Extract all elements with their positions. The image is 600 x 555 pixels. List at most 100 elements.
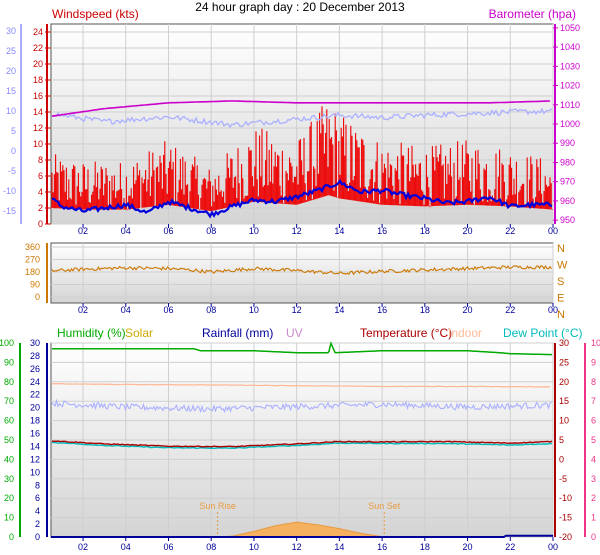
panel-wind-direction-bg — [50, 242, 554, 304]
legend-solar: Solar — [125, 326, 153, 340]
x-tick-label: 02 — [78, 542, 88, 552]
windspeed-tick-label: 8 — [38, 155, 43, 165]
direction-tick-label: 0 — [35, 292, 40, 302]
temperature-series — [51, 440, 553, 448]
x-tick-label: 04 — [121, 305, 131, 315]
rain-tick-label: 24 — [30, 377, 40, 387]
humidity-tick-label: 30 — [4, 474, 14, 484]
x-tick-label: 22 — [505, 305, 515, 315]
x-tick-label: 08 — [206, 305, 216, 315]
uv-tick-label: 7 — [591, 396, 596, 406]
x-tick-label: 00 — [548, 226, 558, 236]
windspeed-tick-label: 24 — [33, 27, 43, 37]
temperature-tick-label: 0 — [559, 454, 564, 464]
windspeed-tick-label: 4 — [38, 187, 43, 197]
humidity-tick-label: 20 — [4, 493, 14, 503]
x-tick-label: 16 — [377, 226, 387, 236]
compass-label: W — [557, 260, 568, 272]
legend-humidity: Humidity (%) — [57, 326, 126, 340]
x-tick-label: 06 — [163, 542, 173, 552]
x-tick-label: 18 — [420, 542, 430, 552]
temp-scale-tick-label: 15 — [6, 86, 16, 96]
x-tick-label: 16 — [377, 305, 387, 315]
uv-tick-label: 8 — [591, 377, 596, 387]
barometer-tick-label: 1050 — [560, 23, 580, 33]
barometer-axis-label: Barometer (hpa) — [489, 7, 576, 21]
windspeed-tick-label: 6 — [38, 171, 43, 181]
direction-tick-label: 270 — [25, 255, 40, 265]
x-tick-label: 22 — [505, 226, 515, 236]
rain-tick-label: 0 — [35, 532, 40, 542]
x-tick-label: 10 — [249, 542, 259, 552]
x-tick-label: 14 — [334, 542, 344, 552]
barometer-tick-label: 1030 — [560, 61, 580, 71]
windspeed-tick-label: 22 — [33, 43, 43, 53]
temperature-tick-label: -15 — [559, 513, 572, 523]
temp-scale-tick-label: -10 — [3, 186, 16, 196]
rain-tick-label: 6 — [35, 493, 40, 503]
direction-tick-label: 180 — [25, 267, 40, 277]
rain-tick-label: 20 — [30, 403, 40, 413]
sunrise-label: Sun Rise — [199, 501, 236, 511]
rain-tick-label: 30 — [30, 338, 40, 348]
compass-label: N — [557, 309, 565, 321]
x-tick-label: 02 — [78, 305, 88, 315]
x-tick-label: 22 — [505, 542, 515, 552]
uv-tick-label: 4 — [591, 454, 596, 464]
windspeed-axis-label: Windspeed (kts) — [52, 7, 139, 21]
temperature-tick-label: 30 — [559, 338, 569, 348]
rain-tick-label: 8 — [35, 480, 40, 490]
x-tick-label: 20 — [463, 542, 473, 552]
rain-tick-label: 10 — [30, 467, 40, 477]
x-tick-label: 00 — [548, 305, 558, 315]
temperature-tick-label: 20 — [559, 377, 569, 387]
pale-blue-series — [51, 107, 553, 129]
temp-scale-tick-label: -5 — [8, 166, 16, 176]
compass-label: N — [557, 243, 565, 255]
legend-indoor: Indoor — [448, 326, 482, 340]
barometer-tick-label: 1020 — [560, 81, 580, 91]
windspeed-tick-label: 10 — [33, 139, 43, 149]
x-tick-label: 02 — [78, 226, 88, 236]
indoor-series — [51, 383, 551, 388]
windspeed-series — [51, 106, 553, 212]
windspeed-tick-label: 2 — [38, 203, 43, 213]
x-tick-label: 14 — [334, 226, 344, 236]
temp-scale-tick-label: -15 — [3, 206, 16, 216]
temp-scale-tick-label: 25 — [6, 46, 16, 56]
rain-tick-label: 16 — [30, 429, 40, 439]
x-tick-label: 20 — [463, 305, 473, 315]
temperature-tick-label: -5 — [559, 474, 567, 484]
temperature-tick-label: 10 — [559, 416, 569, 426]
x-tick-label: 00 — [548, 542, 558, 552]
humidity-tick-label: 40 — [4, 454, 14, 464]
barometer-tick-label: 980 — [560, 157, 575, 167]
x-tick-label: 18 — [420, 226, 430, 236]
temp-scale-tick-label: 5 — [11, 126, 16, 136]
windspeed-tick-label: 16 — [33, 91, 43, 101]
x-tick-label: 12 — [292, 542, 302, 552]
humidity-tick-label: 10 — [4, 513, 14, 523]
legend-dewpoint: Dew Point (°C) — [503, 326, 582, 340]
x-tick-label: 08 — [206, 226, 216, 236]
windspeed-tick-label: 0 — [38, 219, 43, 229]
x-tick-label: 12 — [292, 226, 302, 236]
barometer-tick-label: 1040 — [560, 42, 580, 52]
temp-scale-tick-label: 30 — [6, 26, 16, 36]
barometer-tick-label: 960 — [560, 196, 575, 206]
humidity-tick-label: 90 — [4, 357, 14, 367]
sunset-label: Sun Set — [368, 501, 401, 511]
temperature-tick-label: -10 — [559, 493, 572, 503]
legend-rainfall: Rainfall (mm) — [202, 326, 273, 340]
wind-low-series — [52, 178, 553, 219]
temperature-tick-label: 15 — [559, 396, 569, 406]
rain-tick-label: 14 — [30, 441, 40, 451]
temperature-tick-label: 25 — [559, 357, 569, 367]
humidity-tick-label: 60 — [4, 416, 14, 426]
rain-tick-label: 12 — [30, 454, 40, 464]
temp-scale-tick-label: 10 — [6, 106, 16, 116]
x-tick-label: 06 — [163, 226, 173, 236]
legend-temperature: Temperature (°C) — [360, 326, 452, 340]
uv-tick-label: 0 — [591, 532, 596, 542]
